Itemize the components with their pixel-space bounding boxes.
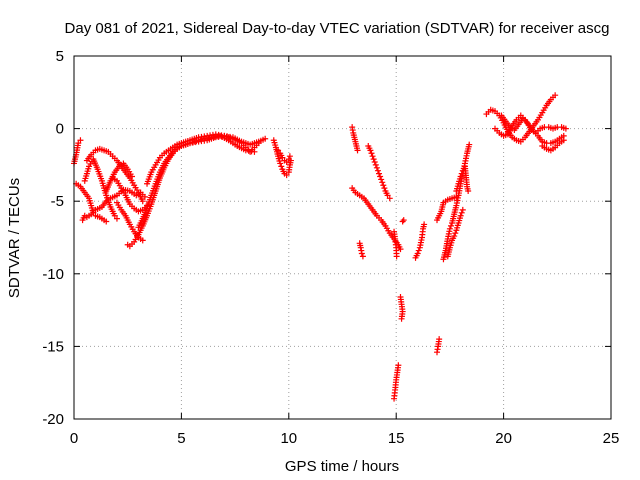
series-arc-13-spike [356,240,366,260]
chart-title: Day 081 of 2021, Sidereal Day-to-day VTE… [65,20,610,37]
data-point [457,212,464,219]
data-point [562,125,569,132]
data-point [386,195,393,202]
y-axis-label: SDTVAR / TECUs [6,178,23,298]
data-point [452,230,459,237]
data-point [368,150,375,157]
data-point [262,135,269,142]
data-point [466,141,473,148]
y-tick-label: 0 [56,121,64,138]
data-point [128,173,135,180]
series-arc-13-upper [349,124,361,154]
data-point [286,153,293,160]
data-point [414,250,421,257]
series-arc-18 [453,163,472,195]
grid [74,56,611,419]
x-axis-label: GPS time / hours [285,458,399,475]
x-tick-label: 20 [495,430,512,447]
data-point [370,156,377,163]
data-point [560,137,567,144]
data-point [451,233,458,240]
data-point [358,250,365,257]
axis-ticks: 0 5 10 15 20 25 5 0 -5 -10 -15 -20 [42,48,619,447]
x-tick-label: 5 [177,430,185,447]
x-tick-label: 15 [388,430,405,447]
series-arc-15-5 [399,217,407,225]
series-arc-17-a [434,193,460,224]
data-point [373,164,380,171]
data-point [285,156,292,163]
data-point [395,362,402,369]
series-arc-e [81,156,120,222]
data-point [459,206,466,213]
series-arc-9-10-b [275,147,293,165]
data-point [371,158,378,165]
series-arc-17-c [444,206,466,260]
series-arc-rise-lower [135,132,258,231]
data-point [113,215,120,222]
series-arc-14-desc [365,143,393,202]
series-arc-15-mid [397,294,406,322]
data-point [255,140,262,147]
x-tick-label: 25 [603,430,620,447]
series-arc-h-descending [113,199,146,244]
data-point [379,179,386,186]
series-arc-16 [412,221,428,261]
series-arc-a-early [71,137,84,167]
series-arc-b-early [73,180,110,225]
y-tick-label: 5 [56,48,64,65]
y-tick-label: -20 [42,411,64,428]
data-point [354,147,361,154]
data-point [400,217,407,224]
data-point [421,221,428,228]
series-arc-21-22-low [539,137,567,154]
data-point [381,185,388,192]
data-point [446,225,453,232]
y-tick-label: -10 [42,266,64,283]
data-point [458,209,465,216]
data-point [377,173,384,180]
x-tick-label: 0 [70,430,78,447]
data-point [465,188,472,195]
data-point [77,137,84,144]
data-point [457,173,464,180]
data-point [103,218,110,225]
data-point [399,218,406,225]
data-point [374,167,381,174]
data-point [552,92,559,99]
series-arc-19-21-c [498,112,569,136]
data-point [393,253,400,260]
series-arc-g [109,174,151,215]
data-point [397,246,404,253]
data-point [278,163,285,170]
data-point [436,336,443,343]
data-point [372,161,379,168]
data-point [447,222,454,229]
data-points [71,92,569,402]
data-point [380,182,387,189]
series-arc-15-vertical [391,228,400,260]
data-point [398,315,405,322]
plot-frame [73,55,612,420]
y-tick-label: -5 [51,193,64,210]
data-point [139,237,146,244]
data-point [139,198,146,205]
data-point [359,253,366,260]
data-point [251,148,258,155]
data-point [415,247,422,254]
data-point [378,176,385,183]
data-point [376,170,383,177]
series-arc-17-deep [434,336,443,356]
series-arc-15-deep [391,362,402,402]
y-tick-label: -15 [42,338,64,355]
x-tick-label: 10 [280,430,297,447]
data-point [369,153,376,160]
series-arc-9-10 [270,137,294,179]
data-point [277,160,284,167]
data-point [367,147,374,154]
